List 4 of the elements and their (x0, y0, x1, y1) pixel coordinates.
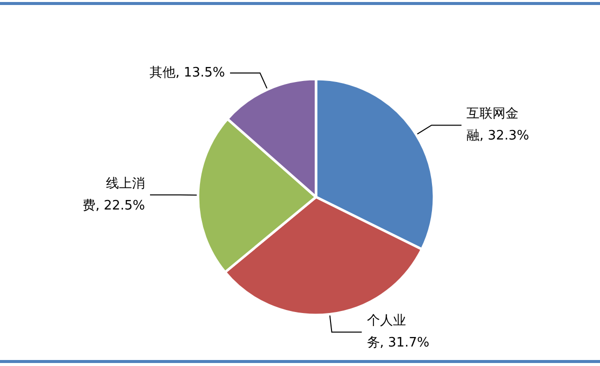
slice-label: 线上消费, 22.5% (82, 176, 146, 214)
slice-label: 个人业务, 31.7% (366, 314, 430, 351)
slice-label: 其他, 13.5% (149, 66, 226, 81)
slice-label: 互联网金融, 32.3% (466, 106, 530, 144)
